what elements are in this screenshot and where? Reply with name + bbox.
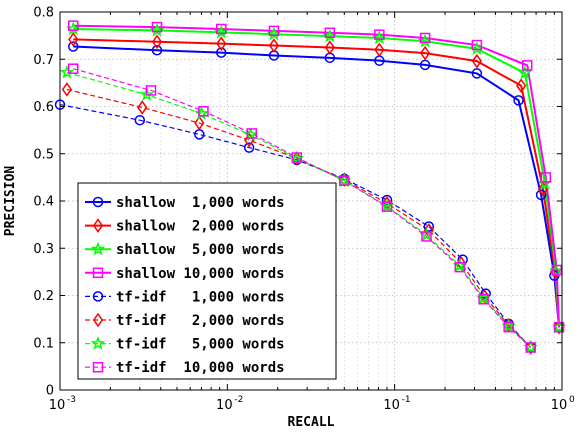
legend-label-3: shallow 5,000 words	[116, 242, 285, 258]
series-line-4	[73, 24, 561, 328]
legend-label-4: shallow 10,000 words	[116, 266, 285, 282]
series-line-1	[73, 45, 561, 328]
series-4-point	[551, 264, 562, 276]
y-tick-label: 0.8	[33, 6, 54, 21]
series-5-point	[480, 288, 491, 299]
series-5-point	[134, 114, 146, 126]
series-2-point	[419, 45, 431, 61]
series-5-point	[381, 194, 393, 206]
x-axis-label: RECALL	[288, 415, 335, 430]
legend-marker-2	[92, 218, 104, 233]
legend-label-1: shallow 1,000 words	[116, 195, 285, 211]
marker-layer	[54, 20, 567, 355]
legend-marker-5	[92, 291, 104, 302]
series-1-point	[535, 189, 547, 201]
legend-label-2: shallow 2,000 words	[116, 219, 285, 235]
series-line-5	[60, 104, 532, 348]
series-1-point	[151, 45, 163, 56]
x-tick-exponent: 0	[569, 395, 575, 405]
series-7-point	[139, 87, 155, 101]
legend-marker-6	[92, 312, 104, 328]
series-8-point	[145, 85, 157, 96]
x-tick-label: 10	[551, 398, 568, 413]
series-1-point	[471, 68, 483, 79]
legend-box	[77, 182, 337, 380]
series-8-point	[291, 152, 303, 163]
series-2-point	[151, 34, 163, 50]
series-4-point	[268, 25, 280, 37]
series-1-point	[67, 41, 79, 52]
series-8-point	[339, 175, 350, 186]
legend-marker-3	[90, 241, 106, 256]
x-tick-exponent: -2	[234, 395, 243, 405]
series-6-point	[61, 82, 73, 97]
y-axis-label: PRECISION	[3, 166, 18, 237]
series-6-point	[137, 100, 148, 115]
series-4-point	[553, 321, 565, 333]
series-8-point	[503, 321, 514, 333]
series-1-point	[513, 95, 524, 106]
series-2-point	[68, 32, 79, 47]
series-1-point	[419, 59, 431, 71]
y-tick-label: 0.5	[33, 147, 54, 162]
legend-label-8: tf-idf 10,000 words	[116, 360, 285, 376]
series-4-point	[540, 172, 552, 183]
series-5-point	[423, 221, 435, 232]
series-layer	[60, 24, 561, 348]
series-5-point	[194, 129, 205, 140]
series-4-point	[67, 20, 79, 31]
x-tick-label: 10	[49, 398, 66, 413]
legend-label-6: tf-idf 2,000 words	[116, 313, 285, 329]
series-4-point	[324, 27, 336, 39]
y-tick-label: 0	[46, 384, 54, 399]
series-2-point	[374, 42, 385, 58]
x-tick-label: 10	[216, 398, 233, 413]
y-tick-label: 0.1	[33, 336, 54, 351]
series-5-point	[243, 142, 255, 153]
series-8-point	[478, 294, 489, 305]
y-tick-label: 0.3	[33, 242, 54, 257]
ticks: 00.10.20.30.40.50.60.70.810 -3 10 -2 10 -1 10 0	[33, 6, 575, 414]
series-2-point	[324, 40, 335, 55]
series-4-point	[419, 32, 431, 44]
legend-marker-1	[92, 196, 104, 208]
series-8-point	[67, 63, 79, 74]
x-tick-label: 10	[383, 398, 400, 413]
legend-marker-8	[92, 361, 104, 373]
y-tick-label: 0.7	[33, 53, 54, 68]
series-4-point	[374, 29, 385, 40]
series-4-point	[471, 39, 483, 51]
series-7-point	[59, 64, 75, 79]
series-4-point	[522, 60, 533, 71]
series-8-point	[381, 201, 393, 212]
y-tick-label: 0.4	[33, 195, 54, 210]
legend-marker-4	[92, 267, 104, 279]
series-2-point	[268, 38, 280, 53]
series-line-2	[73, 38, 561, 328]
legend-label-5: tf-idf 1,000 words	[116, 289, 285, 305]
series-4-point	[151, 21, 163, 33]
series-1-point	[216, 47, 227, 58]
series-8-point	[421, 231, 432, 242]
series-8-point	[525, 342, 536, 353]
y-tick-label: 0.6	[33, 100, 54, 115]
legend: shallow 1,000 words shallow 2,000 words sh…	[77, 182, 337, 380]
series-8-point	[198, 105, 209, 117]
series-line-3	[73, 28, 561, 328]
series-2-point	[516, 78, 527, 94]
x-tick-exponent: -1	[402, 395, 411, 405]
series-2-point	[471, 53, 483, 69]
legend-marker-7	[90, 335, 106, 350]
series-8-point	[246, 128, 258, 139]
series-3-point	[517, 65, 533, 80]
series-6-point	[194, 115, 205, 131]
x-tick-exponent: -3	[67, 395, 76, 405]
series-8-point	[454, 261, 466, 273]
series-4-point	[216, 23, 227, 35]
legend-label-7: tf-idf 5,000 words	[116, 337, 285, 353]
series-2-point	[216, 36, 227, 51]
y-tick-label: 0.2	[33, 289, 54, 304]
